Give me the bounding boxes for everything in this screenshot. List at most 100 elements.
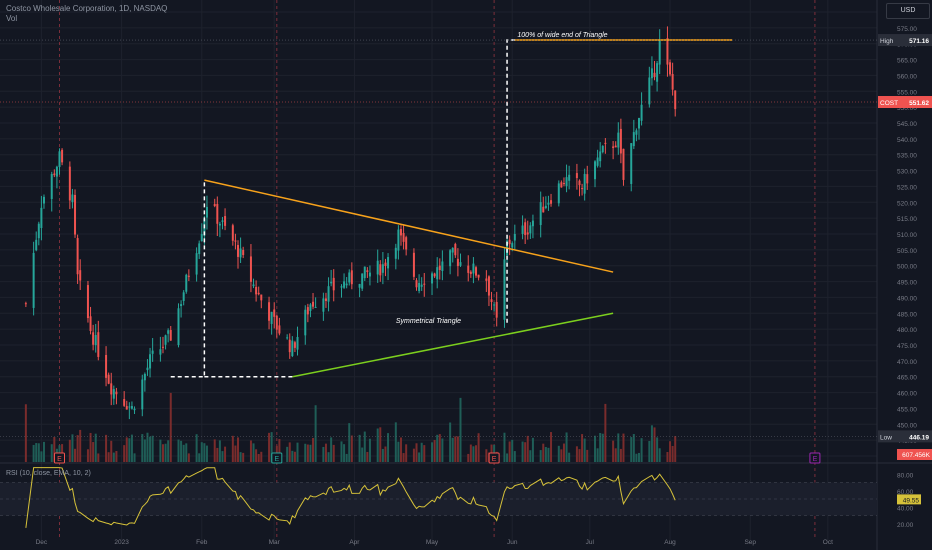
low-tag-label: Low	[880, 434, 892, 441]
volume-bar	[324, 443, 327, 462]
candle-body	[86, 285, 89, 319]
candle-body	[177, 308, 180, 346]
candle-body	[288, 339, 291, 353]
candle-body	[431, 273, 434, 284]
price-tick-label: 535.00	[897, 153, 917, 160]
candle-body	[350, 270, 353, 285]
candle-body	[270, 311, 273, 324]
candle-body	[604, 142, 607, 144]
candle-body	[58, 151, 61, 168]
candle-body	[182, 292, 185, 301]
volume-bar	[485, 449, 488, 462]
candle-body	[105, 355, 108, 378]
time-axis[interactable]: Dec 2023 Feb Mar Apr May Jun Jul Aug Sep Oct	[36, 539, 833, 546]
symbol-title[interactable]: Costco Wholesale Corporation, 1D, NASDAQ	[6, 4, 168, 13]
volume-bar	[125, 437, 128, 462]
candle-body	[79, 270, 82, 281]
volume-bar	[418, 452, 421, 462]
time-tick-label: Feb	[196, 539, 208, 546]
candle-body	[368, 272, 371, 277]
candle-body	[363, 266, 366, 279]
volume-bar	[312, 437, 315, 462]
candle-body	[327, 286, 330, 302]
high-tag-value: 571.16	[909, 38, 929, 45]
volume-bar	[350, 435, 353, 462]
candle-body	[666, 38, 669, 65]
volume-bar	[79, 429, 82, 462]
volume-bar	[542, 443, 545, 462]
candle-body	[278, 325, 281, 334]
price-tick-label: 560.00	[897, 73, 917, 80]
earnings-badge	[488, 452, 500, 464]
candle-body	[511, 243, 514, 248]
candle-body	[456, 258, 459, 267]
candle-body	[358, 283, 361, 288]
candle-body	[650, 68, 653, 79]
candle-body	[472, 263, 475, 274]
chart-legend: Costco Wholesale Corporation, 1D, NASDAQ…	[6, 4, 167, 24]
price-tick-label: 515.00	[897, 216, 917, 223]
vol-tag-value: 607.456K	[902, 452, 930, 459]
volume-bar	[506, 453, 509, 462]
volume-bar	[296, 442, 299, 462]
price-tick-label: 475.00	[897, 343, 917, 350]
candle-body	[420, 284, 423, 287]
volume-bar	[306, 444, 309, 462]
volume-bar	[423, 445, 426, 462]
volume-bar	[379, 427, 382, 462]
candle-body	[255, 286, 258, 295]
volume-bar	[314, 405, 317, 462]
volume-bar	[420, 442, 423, 462]
volume-bar	[169, 392, 172, 462]
volume-bar	[601, 433, 604, 462]
volume-bar	[560, 449, 563, 462]
volume-bar	[658, 448, 661, 462]
volume-bar	[242, 452, 245, 462]
volume-bar	[578, 449, 581, 462]
volume-bar	[257, 453, 260, 462]
candle-body	[640, 104, 643, 121]
volume-bar	[599, 433, 602, 462]
volume-bar	[107, 452, 110, 462]
volume-bar	[456, 436, 459, 462]
volume-bar	[182, 444, 185, 462]
volume-bar	[343, 444, 346, 462]
candle-body	[97, 332, 100, 357]
candle-body	[275, 315, 278, 330]
rsi-tick-label: 60.00	[897, 489, 914, 496]
price-tick-label: 500.00	[897, 264, 917, 271]
volume-bar	[531, 437, 534, 462]
volume-bar	[459, 397, 462, 462]
volume-bar	[327, 452, 330, 462]
candle-body	[92, 332, 95, 345]
price-tick-label: 575.00	[897, 26, 917, 33]
rsi-legend[interactable]: RSI (10, close, EMA, 10, 2)	[6, 470, 91, 477]
price-tick-label: 460.00	[897, 391, 917, 398]
currency-button[interactable]: USD	[886, 3, 930, 19]
price-tick-label: 505.00	[897, 248, 917, 255]
volume-bar	[255, 449, 258, 462]
drawings[interactable]: 100% of wide end of Triangle Symmetrical …	[0, 32, 877, 464]
candle-body	[306, 307, 309, 315]
candle-body	[449, 250, 452, 267]
volume-bar	[345, 453, 348, 462]
volume-bar	[650, 425, 653, 462]
candle-body	[524, 222, 527, 236]
volume-bar	[268, 432, 271, 462]
volume-legend[interactable]: Vol	[6, 14, 18, 23]
vol-tag-bg	[897, 449, 932, 460]
candle-body	[312, 301, 315, 307]
volume-bar	[619, 448, 622, 462]
candles	[24, 26, 677, 420]
candle-body	[187, 275, 190, 277]
volume-bar	[596, 448, 599, 462]
earnings-badge-label: E	[57, 456, 62, 463]
candle-body	[394, 247, 397, 259]
candle-body	[332, 277, 335, 291]
volume-bar	[412, 448, 415, 462]
triangle-lower-line	[292, 312, 614, 378]
candle-body	[314, 306, 317, 308]
volume-bar	[612, 440, 615, 462]
